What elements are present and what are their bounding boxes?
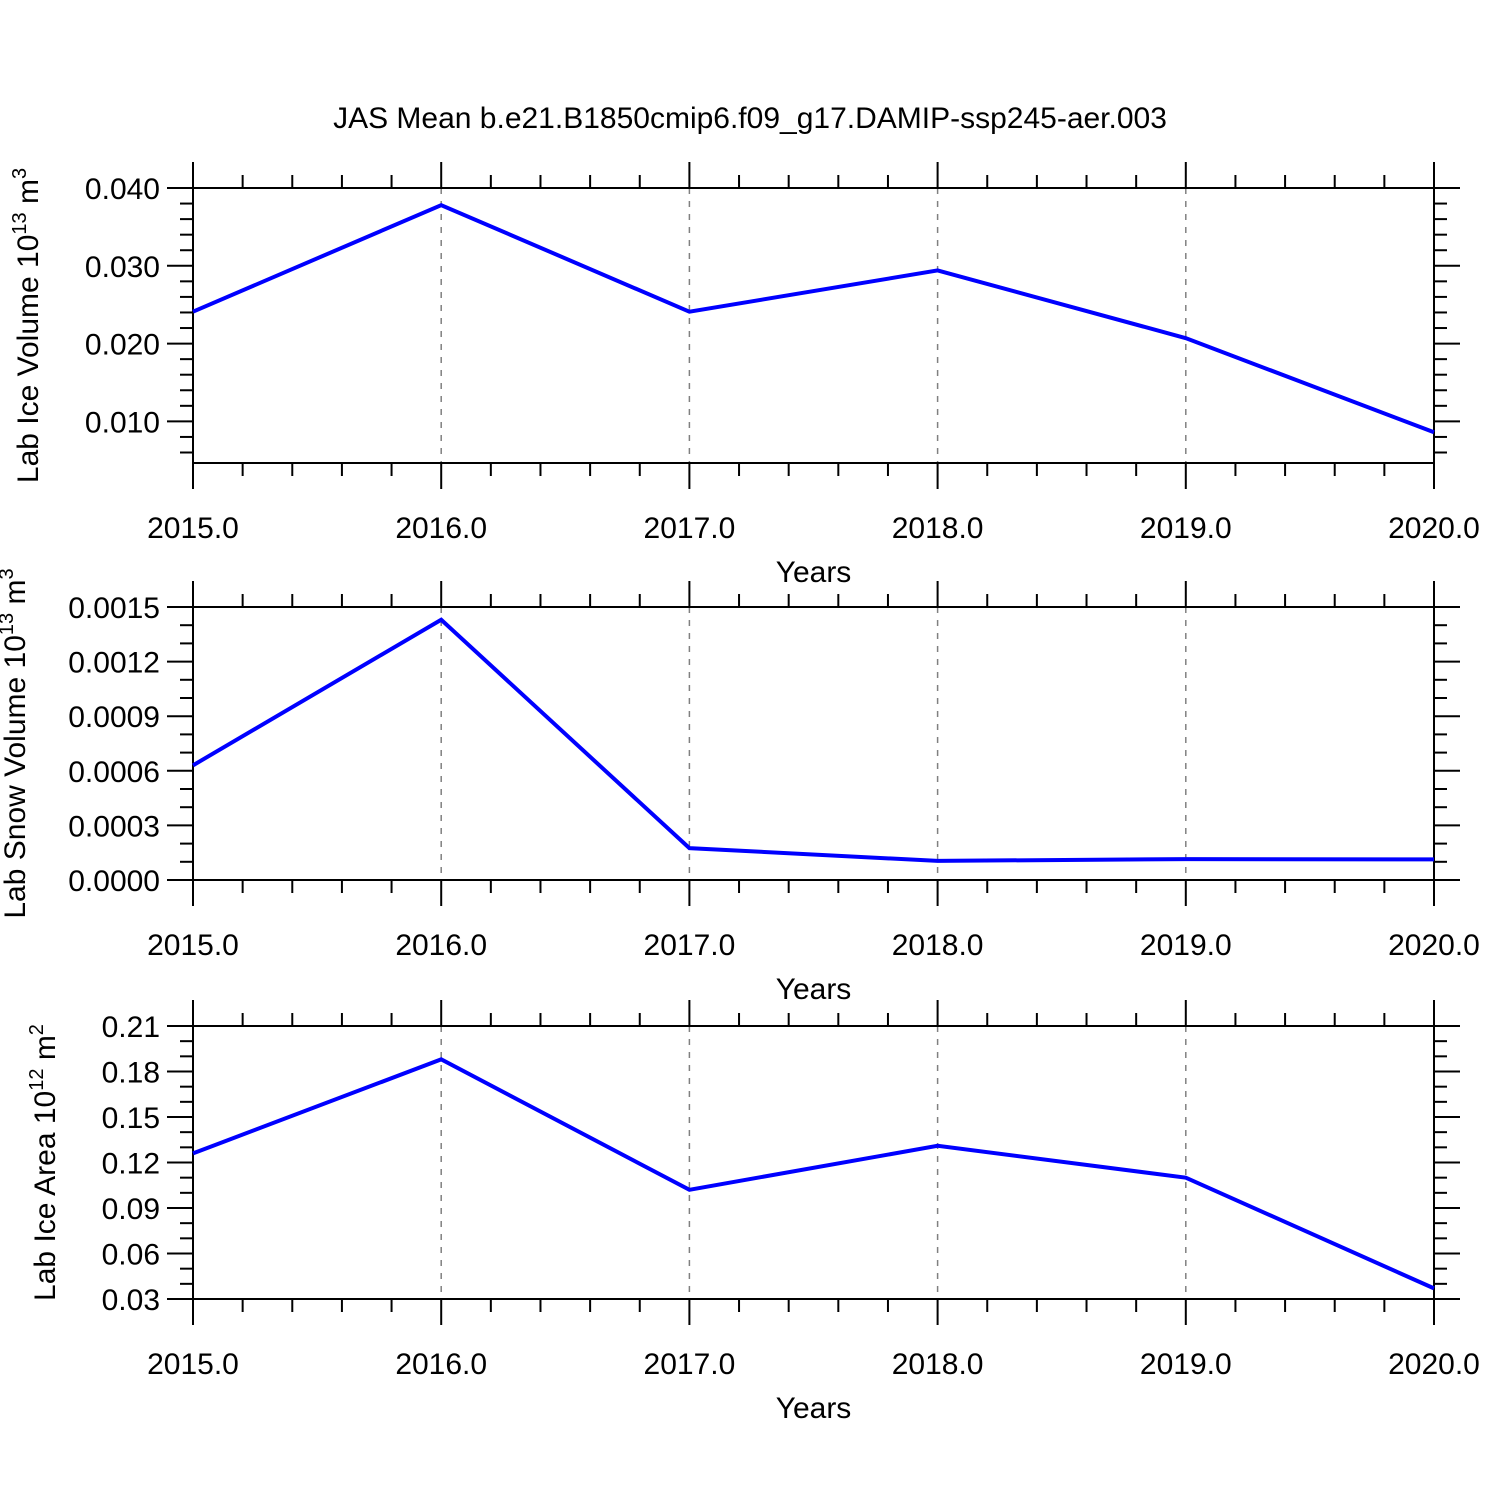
x-axis-label: Years	[776, 973, 852, 1006]
x-tick-label: 2020.0	[1388, 1348, 1480, 1381]
x-tick-label: 2018.0	[892, 512, 984, 545]
x-tick-label: 2019.0	[1140, 929, 1232, 962]
data-line	[191, 617, 1435, 863]
y-tick-label: 0.0006	[68, 756, 160, 789]
y-tick-label: 0.030	[85, 251, 160, 284]
x-axis-label: Years	[776, 1392, 852, 1425]
data-line	[192, 202, 1435, 435]
y-tick-label: 0.040	[85, 173, 160, 206]
x-tick-label: 2018.0	[892, 1348, 984, 1381]
y-tick-label: 0.06	[102, 1239, 160, 1272]
y-tick-label: 0.03	[102, 1284, 160, 1317]
x-tick-label: 2016.0	[395, 929, 487, 962]
x-tick-label: 2020.0	[1388, 512, 1480, 545]
x-tick-label: 2015.0	[147, 929, 239, 962]
y-tick-label: 0.18	[102, 1057, 160, 1090]
x-tick-label: 2019.0	[1140, 512, 1232, 545]
y-tick-label: 0.09	[102, 1193, 160, 1226]
figure-title: JAS Mean b.e21.B1850cmip6.f09_g17.DAMIP-…	[333, 102, 1167, 135]
panel-lab-ice-area: 2015.0 2016.0 2017.0 2018.0 2019.0 2020.0 0.03…	[26, 1000, 1480, 1425]
y-tick-label: 0.0015	[68, 592, 160, 625]
y-tick-label: 0.0012	[68, 647, 160, 680]
x-axis-label: Years	[776, 556, 852, 589]
plot-frame	[192, 187, 1435, 464]
y-axis-label: Lab Ice Volume 1013 m3	[9, 168, 45, 483]
x-tick-label: 2016.0	[395, 512, 487, 545]
y-axis-label: Lab Ice Area 1012 m2	[26, 1024, 62, 1301]
y-axis-label: Lab Snow Volume 1013 m3	[0, 568, 32, 918]
plot-frame	[192, 1025, 1435, 1300]
x-tick-label: 2020.0	[1388, 929, 1480, 962]
plot-frame	[192, 606, 1435, 881]
x-tick-label: 2015.0	[147, 512, 239, 545]
y-tick-label: 0.0000	[68, 865, 160, 898]
panel-lab-ice-volume: 2015.0 2016.0 2017.0 2018.0 2019.0 2020.0 0.01…	[9, 162, 1480, 589]
x-tick-label: 2017.0	[644, 929, 736, 962]
y-tick-label: 0.15	[102, 1102, 160, 1135]
y-tick-label: 0.010	[85, 406, 160, 439]
y-tick-label: 0.0009	[68, 701, 160, 734]
x-tick-label: 2018.0	[892, 929, 984, 962]
x-tick-label: 2016.0	[395, 1348, 487, 1381]
data-line	[192, 1057, 1435, 1291]
y-tick-label: 0.0003	[68, 810, 160, 843]
x-tick-label: 2017.0	[644, 1348, 736, 1381]
x-tick-label: 2017.0	[644, 512, 736, 545]
panel-lab-snow-volume: 2015.0 2016.0 2017.0 2018.0 2019.0 2020.0 0.00…	[0, 568, 1480, 1006]
x-tick-label: 2015.0	[147, 1348, 239, 1381]
y-tick-label: 0.21	[102, 1011, 160, 1044]
y-tick-label: 0.12	[102, 1148, 160, 1181]
y-tick-label: 0.020	[85, 329, 160, 362]
x-tick-label: 2019.0	[1140, 1348, 1232, 1381]
